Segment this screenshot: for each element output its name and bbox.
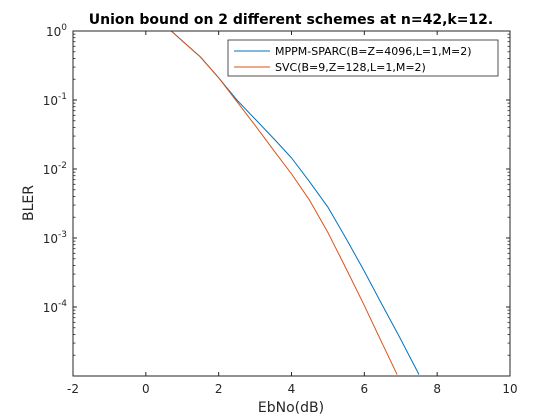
x-tick-label: 10 — [502, 382, 517, 396]
y-tick-label: 100 — [46, 23, 67, 39]
plot-area — [73, 31, 510, 376]
legend-box — [227, 39, 499, 77]
y-tick-label: 10-1 — [43, 92, 67, 108]
legend-label-svc: SVC(B=9,Z=128,L=1,M=2) — [275, 61, 426, 74]
y-axis-label: BLER — [21, 185, 37, 221]
series-line-1 — [170, 30, 398, 375]
legend: MPPM-SPARC(B=Z=4096,L=1,M=2) SVC(B=9,Z=1… — [227, 39, 499, 77]
x-axis-label: EbNo(dB) — [258, 400, 324, 416]
y-tick-label: 10-4 — [43, 299, 68, 315]
x-tick-label: 4 — [288, 382, 296, 396]
y-tick-label: 10-2 — [43, 161, 67, 177]
legend-label-mppm-sparc: MPPM-SPARC(B=Z=4096,L=1,M=2) — [275, 45, 472, 58]
x-tick-label: 2 — [215, 382, 223, 396]
y-tick-label: 10-3 — [43, 230, 67, 246]
x-tick-label: 8 — [433, 382, 441, 396]
axis-ticks — [72, 30, 511, 376]
x-tick-label: -2 — [67, 382, 79, 396]
x-tick-label: 0 — [142, 382, 150, 396]
axis-tick-labels: -2 0 2 4 6 8 10 100 10-1 10-2 10-3 10-4 — [43, 23, 518, 396]
chart-title: Union bound on 2 different schemes at n=… — [89, 12, 493, 28]
series-lines — [170, 30, 420, 375]
x-tick-label: 6 — [361, 382, 369, 396]
